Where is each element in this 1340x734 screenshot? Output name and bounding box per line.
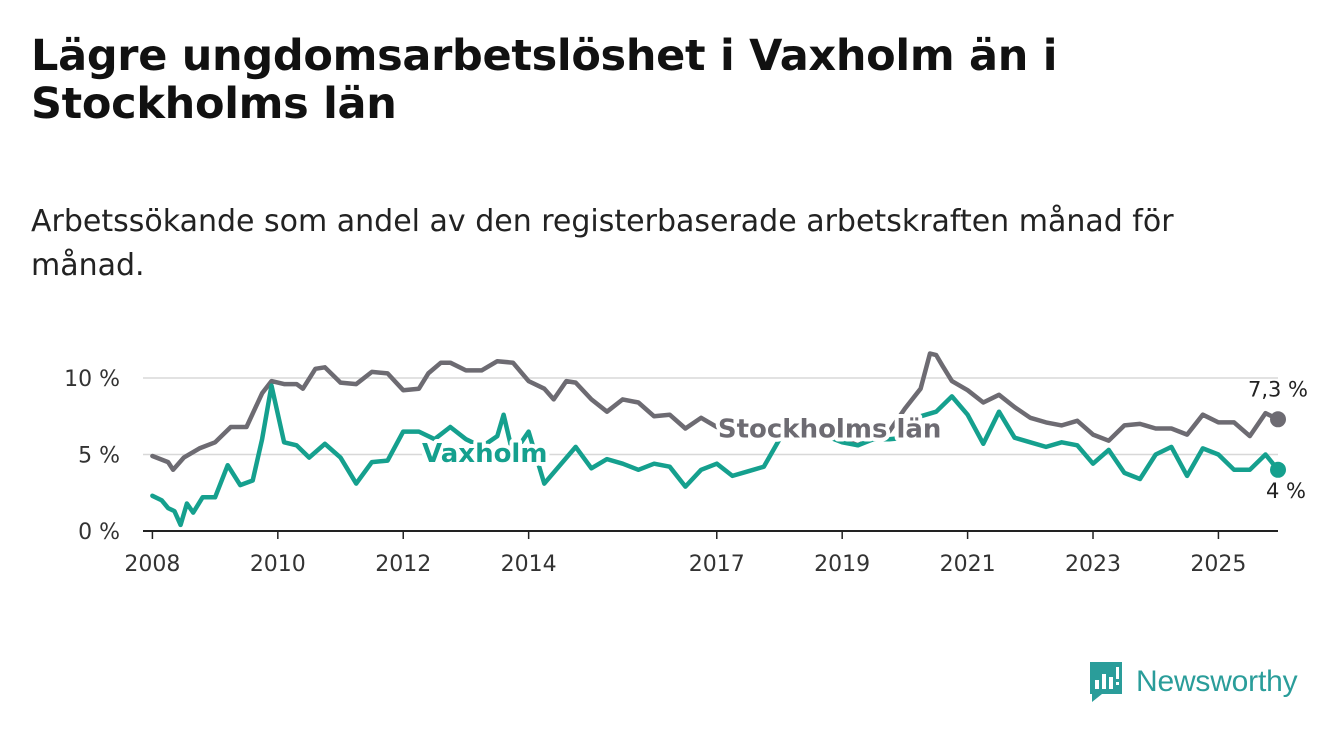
x-tick-label: 2012 [375,552,431,577]
end-label-stockholm: 7,3 % [1248,377,1308,401]
x-tick-label: 2021 [940,552,996,577]
series-line-vaxholm [150,383,1281,528]
x-tick-label: 2010 [250,552,306,577]
series-line-stockholm [150,351,1281,473]
y-tick-label: 10 % [64,367,120,392]
end-point-stockholm [1270,411,1286,428]
x-tick-label: 2017 [689,552,745,577]
x-tick-label: 2019 [814,552,870,577]
series-lines [150,351,1286,528]
series-label-vaxholm: Vaxholm [422,439,547,469]
axes: 0 % 5 % 10 % 2008 2010 2012 2014 2017 2019 2021 20… [64,367,1278,577]
series-labels: 7,3 % 4 % Stockholms län Vaxholm [418,377,1308,503]
x-tick-label: 2014 [501,552,557,577]
end-point-vaxholm [1270,461,1286,478]
chart-title: Lägre ungdomsarbetslöshet i Vaxholm än i… [31,31,1058,129]
x-tick-label: 2008 [124,552,180,577]
end-label-vaxholm: 4 % [1266,479,1306,503]
series-label-stockholm: Stockholms län [718,414,942,444]
newsworthy-logo: Newsworthy [1088,660,1298,704]
brand-name: Newsworthy [1136,665,1298,698]
gridlines [143,377,1278,456]
x-tick-label: 2025 [1190,552,1246,577]
chart-subtitle: Arbetssökande som andel av den registerb… [31,204,1174,283]
x-tick-label: 2023 [1065,552,1121,577]
y-tick-label: 5 % [78,444,120,469]
y-tick-label: 0 % [78,520,120,545]
bar-chart-icon [1090,662,1122,702]
